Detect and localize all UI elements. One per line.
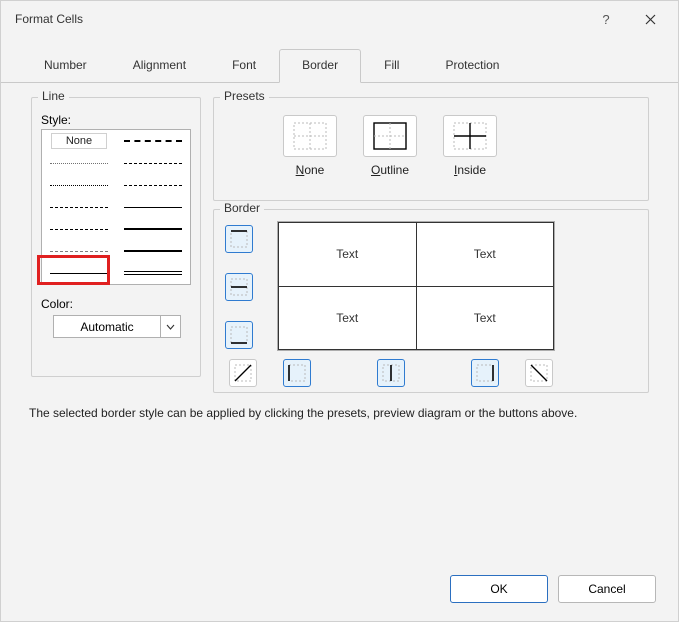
line-style-3[interactable] xyxy=(42,174,116,196)
border-diag-down-button[interactable] xyxy=(525,359,553,387)
tab-protection[interactable]: Protection xyxy=(422,49,522,83)
none-text: None xyxy=(51,133,107,149)
line-style-none[interactable]: None xyxy=(42,130,116,152)
button-row: OK Cancel xyxy=(450,575,656,603)
preset-outline-label: Outline xyxy=(363,163,417,177)
border-top-icon xyxy=(229,229,249,249)
line-style-6[interactable] xyxy=(42,240,116,262)
line-style-10[interactable] xyxy=(116,174,190,196)
border-diag-up-icon xyxy=(233,363,253,383)
preset-inside-icon xyxy=(453,122,487,150)
help-text: The selected border style can be applied… xyxy=(29,406,577,420)
preview-cell: Text xyxy=(416,286,554,350)
border-left-icon xyxy=(287,363,307,383)
line-style-13[interactable] xyxy=(116,240,190,262)
border-top-button[interactable] xyxy=(225,225,253,253)
chevron-down-icon xyxy=(160,316,180,337)
style-label-text: Style: xyxy=(41,113,71,127)
titlebar: Format Cells ? xyxy=(1,1,678,37)
border-left-button[interactable] xyxy=(283,359,311,387)
presets-group-label: Presets xyxy=(220,89,269,103)
presets-group: Presets xyxy=(213,97,649,201)
style-label: Style: xyxy=(41,113,71,127)
border-middle-v-button[interactable] xyxy=(377,359,405,387)
preset-inside[interactable] xyxy=(443,115,497,157)
border-bot-icon xyxy=(229,325,249,345)
preset-inside-label: Inside xyxy=(443,163,497,177)
help-button[interactable]: ? xyxy=(584,3,628,35)
preset-none[interactable] xyxy=(283,115,337,157)
line-group-label: Line xyxy=(38,89,69,103)
cancel-button[interactable]: Cancel xyxy=(558,575,656,603)
border-right-icon xyxy=(475,363,495,383)
preview-cell: Text xyxy=(279,286,417,350)
color-label-text: Color: xyxy=(41,297,73,311)
tabstrip: Number Alignment Font Border Fill Protec… xyxy=(1,37,678,83)
preview-cell: Text xyxy=(416,223,554,287)
line-style-12[interactable] xyxy=(116,218,190,240)
color-value: Automatic xyxy=(54,320,160,334)
ok-button[interactable]: OK xyxy=(450,575,548,603)
format-cells-dialog: Format Cells ? Number Alignment Font Bor… xyxy=(0,0,679,622)
line-style-14[interactable] xyxy=(116,262,190,284)
help-icon: ? xyxy=(602,12,609,27)
window-title: Format Cells xyxy=(15,12,584,26)
line-style-5[interactable] xyxy=(42,218,116,240)
close-icon xyxy=(645,14,656,25)
ok-label: OK xyxy=(490,582,507,596)
preview-cell: Text xyxy=(279,223,417,287)
line-style-4[interactable] xyxy=(42,196,116,218)
line-style-9[interactable] xyxy=(116,152,190,174)
preset-none-label: None xyxy=(283,163,337,177)
border-group-label: Border xyxy=(220,201,264,215)
border-middle-h-button[interactable] xyxy=(225,273,253,301)
border-right-button[interactable] xyxy=(471,359,499,387)
color-label: Color: xyxy=(41,297,73,311)
tab-fill[interactable]: Fill xyxy=(361,49,422,83)
line-style-8[interactable] xyxy=(116,130,190,152)
line-style-2[interactable] xyxy=(42,152,116,174)
line-style-list[interactable]: None xyxy=(41,129,191,285)
border-midh-icon xyxy=(229,277,249,297)
border-preview[interactable]: Text Text Text Text xyxy=(277,221,555,351)
preset-outline-icon xyxy=(373,122,407,150)
tab-alignment[interactable]: Alignment xyxy=(110,49,209,83)
line-style-7[interactable] xyxy=(42,262,116,284)
border-midv-icon xyxy=(381,363,401,383)
tab-number[interactable]: Number xyxy=(21,49,110,83)
cancel-label: Cancel xyxy=(588,582,625,596)
border-bottom-button[interactable] xyxy=(225,321,253,349)
border-diag-up-button[interactable] xyxy=(229,359,257,387)
preset-outline[interactable] xyxy=(363,115,417,157)
tab-border[interactable]: Border xyxy=(279,49,361,83)
preset-none-icon xyxy=(293,122,327,150)
color-dropdown[interactable]: Automatic xyxy=(53,315,181,338)
line-style-11[interactable] xyxy=(116,196,190,218)
border-diag-down-icon xyxy=(529,363,549,383)
close-button[interactable] xyxy=(628,3,672,35)
tab-font[interactable]: Font xyxy=(209,49,279,83)
